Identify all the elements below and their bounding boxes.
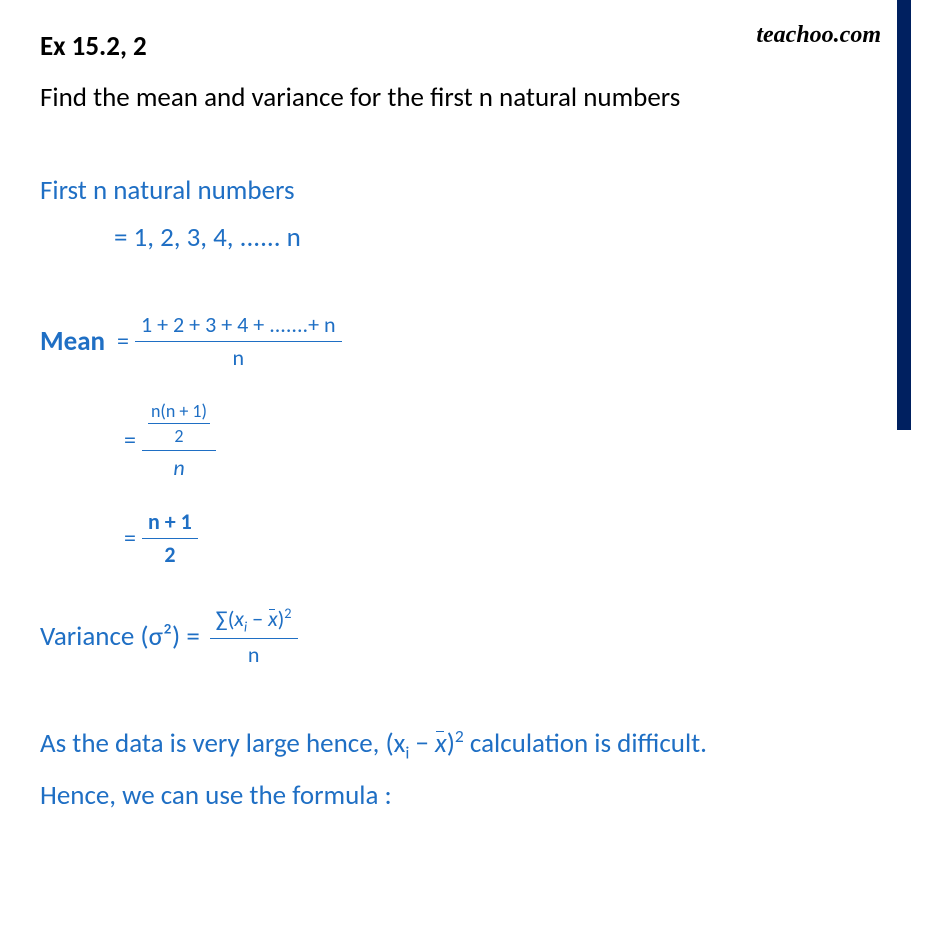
watermark-logo: teachoo.com	[756, 22, 881, 49]
result-denominator: 2	[158, 539, 181, 568]
inner-numerator: n(n + 1)	[148, 400, 210, 424]
mean-label: Mean	[40, 325, 105, 358]
variance-fraction: ∑(xi − x)2 n	[210, 605, 298, 669]
section-heading: First n natural numbers	[40, 174, 905, 207]
footer-note-1: As the data is very large hence, (xi − x…	[40, 725, 905, 763]
sequence-text: = 1, 2, 3, 4, ...... n	[114, 221, 905, 254]
footer-note-2: Hence, we can use the formula :	[40, 779, 905, 812]
page-container: teachoo.com Ex 15.2, 2 Find the mean and…	[0, 0, 945, 945]
nested-fraction: n(n + 1) 2 n	[142, 400, 216, 481]
result-numerator: n + 1	[142, 509, 198, 539]
mean-fraction: 1 + 2 + 3 + 4 + .......+ n n	[135, 312, 342, 372]
result-fraction: n + 1 2	[142, 509, 198, 569]
question-text: Find the mean and variance for the first…	[40, 81, 905, 114]
mean-denominator: n	[226, 342, 250, 371]
outer-denominator: n	[167, 451, 190, 481]
mean-numerator: 1 + 2 + 3 + 4 + .......+ n	[135, 312, 342, 342]
right-accent-bar	[897, 0, 911, 430]
variance-numerator: ∑(xi − x)2	[210, 605, 298, 640]
variance-label: Variance (σ²) =	[40, 620, 200, 653]
equals-sign: =	[117, 327, 129, 356]
variance-denominator: n	[242, 639, 266, 668]
mean-step-2: = n + 1 2	[118, 509, 905, 569]
mean-definition-row: Mean = 1 + 2 + 3 + 4 + .......+ n n	[40, 312, 905, 372]
variance-row: Variance (σ²) = ∑(xi − x)2 n	[40, 605, 905, 669]
inner-denominator: 2	[171, 424, 186, 447]
inner-fraction: n(n + 1) 2	[148, 400, 210, 447]
equals-sign: =	[124, 426, 136, 455]
mean-step-1: = n(n + 1) 2 n	[118, 400, 905, 481]
equals-sign: =	[124, 524, 136, 553]
